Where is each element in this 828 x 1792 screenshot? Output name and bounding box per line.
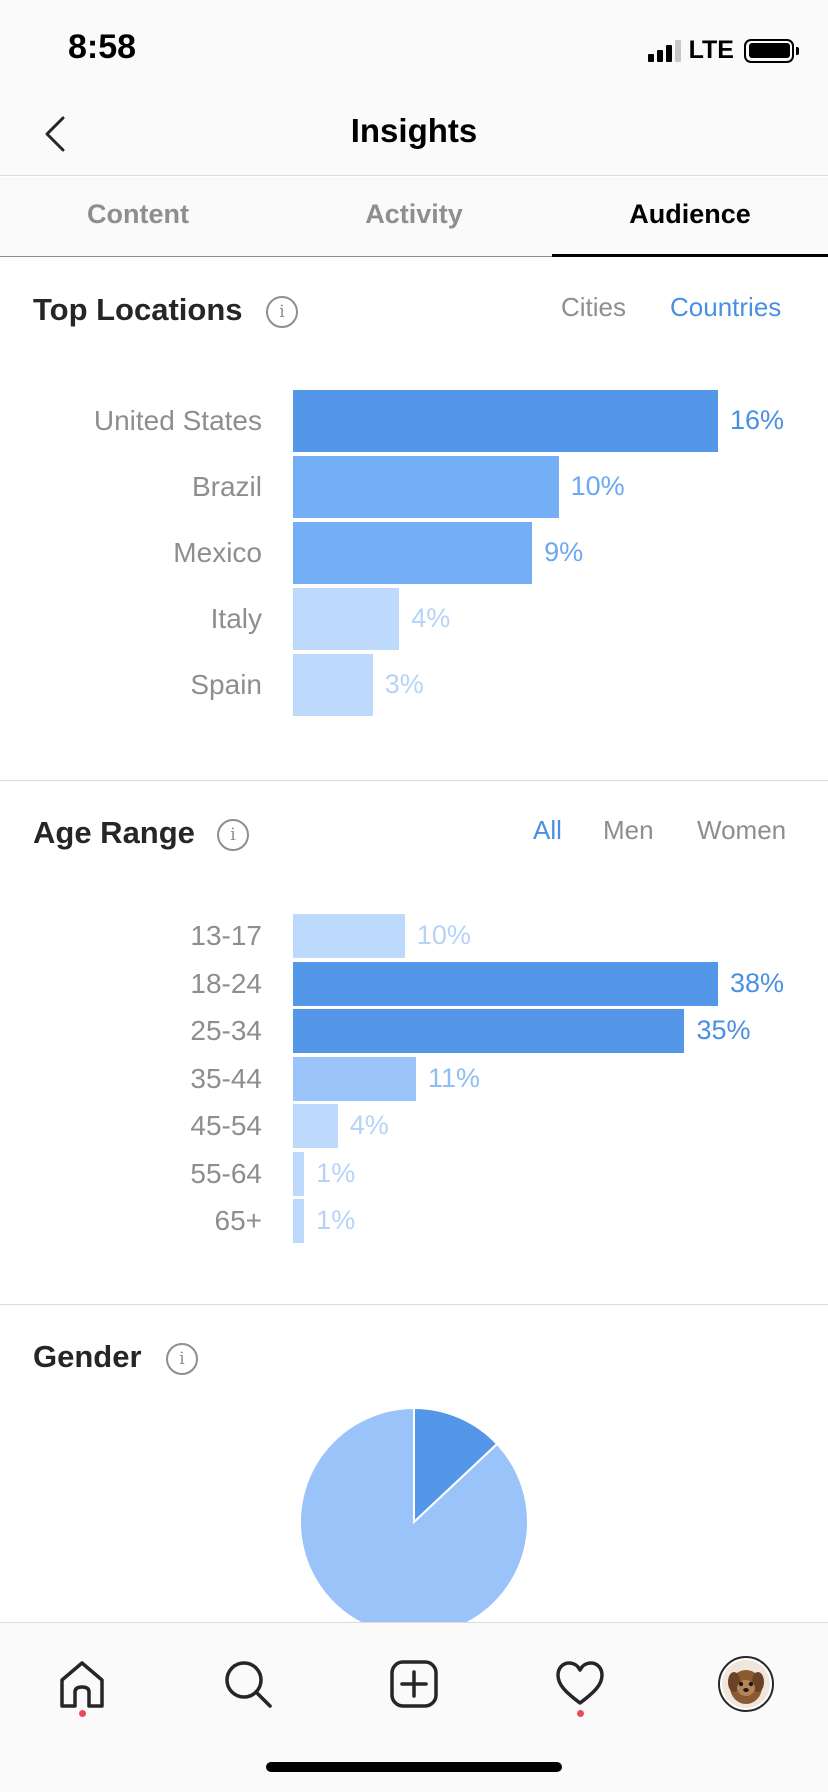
profile-avatar-image [722,1660,770,1708]
pie-slice [299,1406,529,1622]
top-locations-title: Top Locations [33,292,243,327]
info-icon[interactable]: i [266,296,298,328]
toggle-men[interactable]: Men [603,815,654,845]
search-icon [225,1661,272,1708]
status-bar: 8:58 LTE [0,0,828,96]
bar-value-label: 38% [730,967,785,998]
back-button[interactable] [26,104,86,164]
tab-activity[interactable]: Activity [365,199,463,229]
bar-value-label: 4% [411,603,451,633]
bar-row: 55-64 1% [0,1151,828,1196]
bar-label: Italy [210,603,262,634]
insights-tabs: Content Activity Audience [0,177,828,257]
avatar [718,1656,774,1712]
bar [293,522,533,584]
new-post-tab[interactable] [379,1649,449,1719]
info-icon[interactable]: i [166,1343,198,1375]
bar-row: 25-34 35% [0,1009,828,1053]
profile-tab[interactable] [711,1649,781,1719]
home-icon [60,1661,104,1708]
status-indicators: LTE [647,36,799,65]
battery-icon [744,38,799,63]
bar-row: Brazil 10% [0,456,828,518]
gender-pie-chart [299,1406,529,1622]
bar-row: Mexico 9% [0,522,828,584]
tab-content[interactable]: Content [87,199,189,229]
nav-header: Insights [0,96,828,176]
bar [293,588,400,650]
bar-value-label: 16% [730,405,785,435]
bar-value-label: 10% [416,920,471,950]
bar-value-label: 11% [428,1062,481,1093]
bar [293,961,718,1006]
gender-section: Gender i [0,1305,828,1622]
network-type: LTE [688,36,734,64]
gender-title: Gender [33,1339,142,1374]
bar-value-label: 10% [570,471,625,501]
activity-notification-dot [577,1710,584,1717]
bar-row: 35-44 11% [0,1056,828,1101]
new-post-icon [390,1660,438,1708]
top-locations-section: Top Locations i Cities Countries United … [0,258,828,780]
page-title: Insights [350,112,478,149]
bar-label: 45-54 [190,1110,262,1141]
bar [293,1009,685,1053]
bar-row: 65+ 1% [0,1199,828,1243]
age-range-title: Age Range [33,815,195,850]
home-indicator [266,1762,562,1772]
home-notification-dot [79,1710,86,1717]
age-range-section: Age Range i All Men Women 13-17 10% 18-24 3… [0,781,828,1304]
bar-value-label: 1% [316,1205,356,1235]
toggle-countries[interactable]: Countries [670,292,782,322]
bar-row: 45-54 4% [0,1104,828,1148]
bar-row: Italy 4% [0,588,828,650]
bar-row: Spain 3% [0,654,828,716]
bar-value-label: 3% [384,669,424,699]
tab-audience[interactable]: Audience [552,177,828,257]
bar-value-label: 35% [696,1015,751,1045]
bar [293,390,718,452]
toggle-all[interactable]: All [533,815,562,845]
bar-label: 35-44 [190,1062,262,1094]
activity-tab[interactable] [545,1649,615,1719]
home-tab[interactable] [47,1649,117,1719]
bar [293,456,559,518]
bar [293,914,405,958]
bar [293,1199,305,1243]
signal-icon [647,39,681,62]
bar-label: Spain [190,669,262,700]
pie-slice [413,1406,499,1525]
bar [293,654,373,716]
bar-label: Mexico [173,537,262,568]
bar [293,1151,305,1196]
bar [293,1104,338,1148]
section-divider [0,780,828,781]
toggle-women[interactable]: Women [697,815,787,845]
bar-label: 18-24 [190,967,262,999]
toggle-cities[interactable]: Cities [561,292,627,322]
bar-label: 13-17 [190,920,262,951]
heart-icon [556,1661,604,1705]
bar [293,1056,417,1101]
bar-label: United States [93,405,262,436]
chevron-left-icon [45,116,65,152]
search-tab[interactable] [213,1649,283,1719]
section-divider [0,1304,828,1305]
bar-label: Brazil [191,471,262,502]
info-icon[interactable]: i [217,819,249,851]
status-time: 8:58 [68,28,137,66]
bar-label: 25-34 [190,1015,262,1046]
bar-row: 13-17 10% [0,914,828,958]
bar-label: 65+ [214,1205,263,1236]
bar-value-label: 4% [349,1110,389,1140]
bar-value-label: 9% [544,537,584,567]
bar-label: 55-64 [190,1157,262,1189]
bar-row: 18-24 38% [0,961,828,1006]
bar-value-label: 1% [316,1157,356,1188]
bar-row: United States 16% [0,390,828,452]
